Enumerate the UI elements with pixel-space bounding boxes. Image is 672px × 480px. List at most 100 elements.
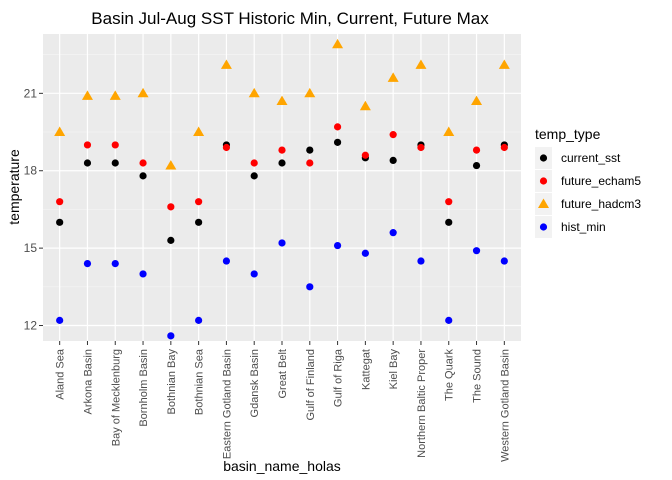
legend: temp_type current_sst future_echam5future… xyxy=(535,126,641,238)
point-future-echam5-aland-sea xyxy=(56,198,64,206)
point-current-sst-aland-sea xyxy=(56,218,64,226)
point-future-hadcm3-aland-sea xyxy=(54,126,66,136)
point-future-hadcm3-bornholm-basin xyxy=(137,87,149,98)
point-hist-min-kattegat xyxy=(361,249,369,257)
x-tick-label-gdansk-basin: Gdansk Basin xyxy=(249,349,261,417)
y-axis: 12 15 18 21 xyxy=(24,86,43,333)
point-future-echam5-gulf-of-finland xyxy=(306,159,314,167)
point-current-sst-gulf-of-finland xyxy=(306,146,314,154)
point-future-hadcm3-kiel-bay xyxy=(387,72,399,82)
point-future-echam5-gulf-of-riga xyxy=(333,123,342,131)
point-hist-min-western-gotland-basin xyxy=(500,257,508,265)
point-future-echam5-bothnian-bay xyxy=(167,203,175,211)
point-future-hadcm3-gulf-of-riga xyxy=(332,38,344,49)
legend-title: temp_type xyxy=(535,126,601,142)
point-current-sst-great-belt xyxy=(278,159,286,167)
point-hist-min-bornholm-basin xyxy=(139,270,147,278)
x-tick-label-gulf-of-finland: Gulf of Finland xyxy=(305,349,317,421)
legend-key-future-hadcm3 xyxy=(538,198,549,208)
x-tick-label-bay-of-mecklenburg: Bay of Mecklenburg xyxy=(110,349,122,446)
y-tick-label: 18 xyxy=(24,164,38,178)
point-hist-min-northern-baltic-proper xyxy=(417,257,425,265)
point-future-echam5-great-belt xyxy=(278,146,286,154)
x-tick-label-kattegat: Kattegat xyxy=(360,349,372,390)
point-hist-min-gdansk-basin xyxy=(250,270,258,278)
x-tick-label-gulf-of-riga: Gulf of Riga xyxy=(333,348,345,407)
legend-label-hist-min: hist_min xyxy=(561,220,606,234)
point-hist-min-eastern-gotland-basin xyxy=(222,257,231,265)
legend-label-future-hadcm3: future_hadcm3 xyxy=(561,197,641,211)
y-axis-title: temperature xyxy=(6,149,22,225)
point-future-hadcm3-eastern-gotland-basin xyxy=(220,59,232,69)
grid-major xyxy=(43,34,521,341)
point-current-sst-bay-of-mecklenburg xyxy=(111,159,119,167)
point-future-echam5-eastern-gotland-basin xyxy=(222,143,231,152)
point-hist-min-the-sound xyxy=(472,247,481,255)
point-current-sst-the-quark xyxy=(445,218,453,226)
legend-key-future-echam5 xyxy=(539,177,548,185)
point-hist-min-bothnian-sea xyxy=(195,316,203,324)
point-current-sst-kiel-bay xyxy=(389,156,397,165)
point-future-echam5-gdansk-basin xyxy=(250,159,258,167)
x-axis: Aland Sea Arkona Basin Bay of Mecklenburg B… xyxy=(55,341,511,462)
x-tick-label-bothnian-sea: Bothnian Sea xyxy=(194,348,206,415)
x-tick-label-the-quark: The Quark xyxy=(444,349,456,401)
point-future-hadcm3-bothnian-sea xyxy=(193,126,205,136)
point-future-hadcm3-northern-baltic-proper xyxy=(415,59,427,69)
point-hist-min-bothnian-bay xyxy=(167,332,175,340)
point-future-echam5-bothnian-sea xyxy=(195,198,203,206)
point-hist-min-gulf-of-finland xyxy=(306,283,314,291)
point-current-sst-gulf-of-riga xyxy=(333,138,342,146)
point-future-hadcm3-the-sound xyxy=(471,95,483,106)
x-tick-label-eastern-gotland-basin: Eastern Gotland Basin xyxy=(221,349,233,459)
point-hist-min-great-belt xyxy=(278,239,286,247)
point-hist-min-kiel-bay xyxy=(389,229,397,237)
point-future-hadcm3-arkona-basin xyxy=(81,90,93,100)
x-tick-label-western-gotland-basin: Western Gotland Basin xyxy=(499,349,511,462)
point-future-echam5-kiel-bay xyxy=(389,131,397,139)
x-tick-label-arkona-basin: Arkona Basin xyxy=(82,349,94,414)
x-tick-label-bothnian-bay: Bothnian Bay xyxy=(166,349,178,415)
chart-title: Basin Jul-Aug SST Historic Min, Current,… xyxy=(91,9,489,28)
data-points xyxy=(54,38,510,340)
legend-label-future-echam5: future_echam5 xyxy=(561,174,641,188)
point-current-sst-gdansk-basin xyxy=(250,172,258,180)
point-future-echam5-bornholm-basin xyxy=(139,159,147,167)
y-tick-label: 12 xyxy=(24,319,38,333)
point-future-hadcm3-the-quark xyxy=(443,126,455,136)
x-axis-title: basin_name_holas xyxy=(223,458,341,474)
point-future-hadcm3-western-gotland-basin xyxy=(498,59,510,69)
point-future-hadcm3-gdansk-basin xyxy=(248,87,260,98)
y-tick-label: 15 xyxy=(24,241,38,255)
legend-label-current-sst: current_sst xyxy=(561,151,621,165)
point-current-sst-arkona-basin xyxy=(83,159,92,167)
legend-key-hist-min xyxy=(539,223,548,231)
point-future-hadcm3-bothnian-bay xyxy=(165,160,177,170)
x-tick-label-the-sound: The Sound xyxy=(472,349,484,403)
point-current-sst-bothnian-bay xyxy=(167,236,175,244)
x-tick-label-great-belt: Great Belt xyxy=(277,349,289,399)
point-future-echam5-bay-of-mecklenburg xyxy=(111,141,119,149)
point-future-hadcm3-gulf-of-finland xyxy=(304,87,316,98)
y-tick-label: 21 xyxy=(24,86,38,100)
x-tick-label-kiel-bay: Kiel Bay xyxy=(388,349,400,390)
point-current-sst-bothnian-sea xyxy=(195,218,203,226)
point-current-sst-the-sound xyxy=(472,161,481,170)
x-tick-label-northern-baltic-proper: Northern Baltic Proper xyxy=(416,349,428,458)
point-future-echam5-the-quark xyxy=(445,198,453,206)
x-tick-label-bornholm-basin: Bornholm Basin xyxy=(138,349,150,427)
point-future-hadcm3-great-belt xyxy=(276,95,288,106)
point-future-echam5-arkona-basin xyxy=(83,141,92,149)
point-hist-min-gulf-of-riga xyxy=(333,241,342,250)
legend-items: current_sst future_echam5 future_hadcm3his… xyxy=(535,147,641,238)
legend-key-current-sst xyxy=(539,154,548,162)
point-hist-min-the-quark xyxy=(445,316,453,324)
point-future-hadcm3-bay-of-mecklenburg xyxy=(109,90,121,100)
point-current-sst-bornholm-basin xyxy=(139,172,147,180)
point-future-echam5-western-gotland-basin xyxy=(500,143,508,152)
point-future-echam5-kattegat xyxy=(361,151,369,159)
point-future-hadcm3-kattegat xyxy=(359,100,371,111)
point-future-echam5-northern-baltic-proper xyxy=(417,143,425,152)
point-future-echam5-the-sound xyxy=(472,146,481,154)
x-tick-label-aland-sea: Aland Sea xyxy=(55,348,67,400)
